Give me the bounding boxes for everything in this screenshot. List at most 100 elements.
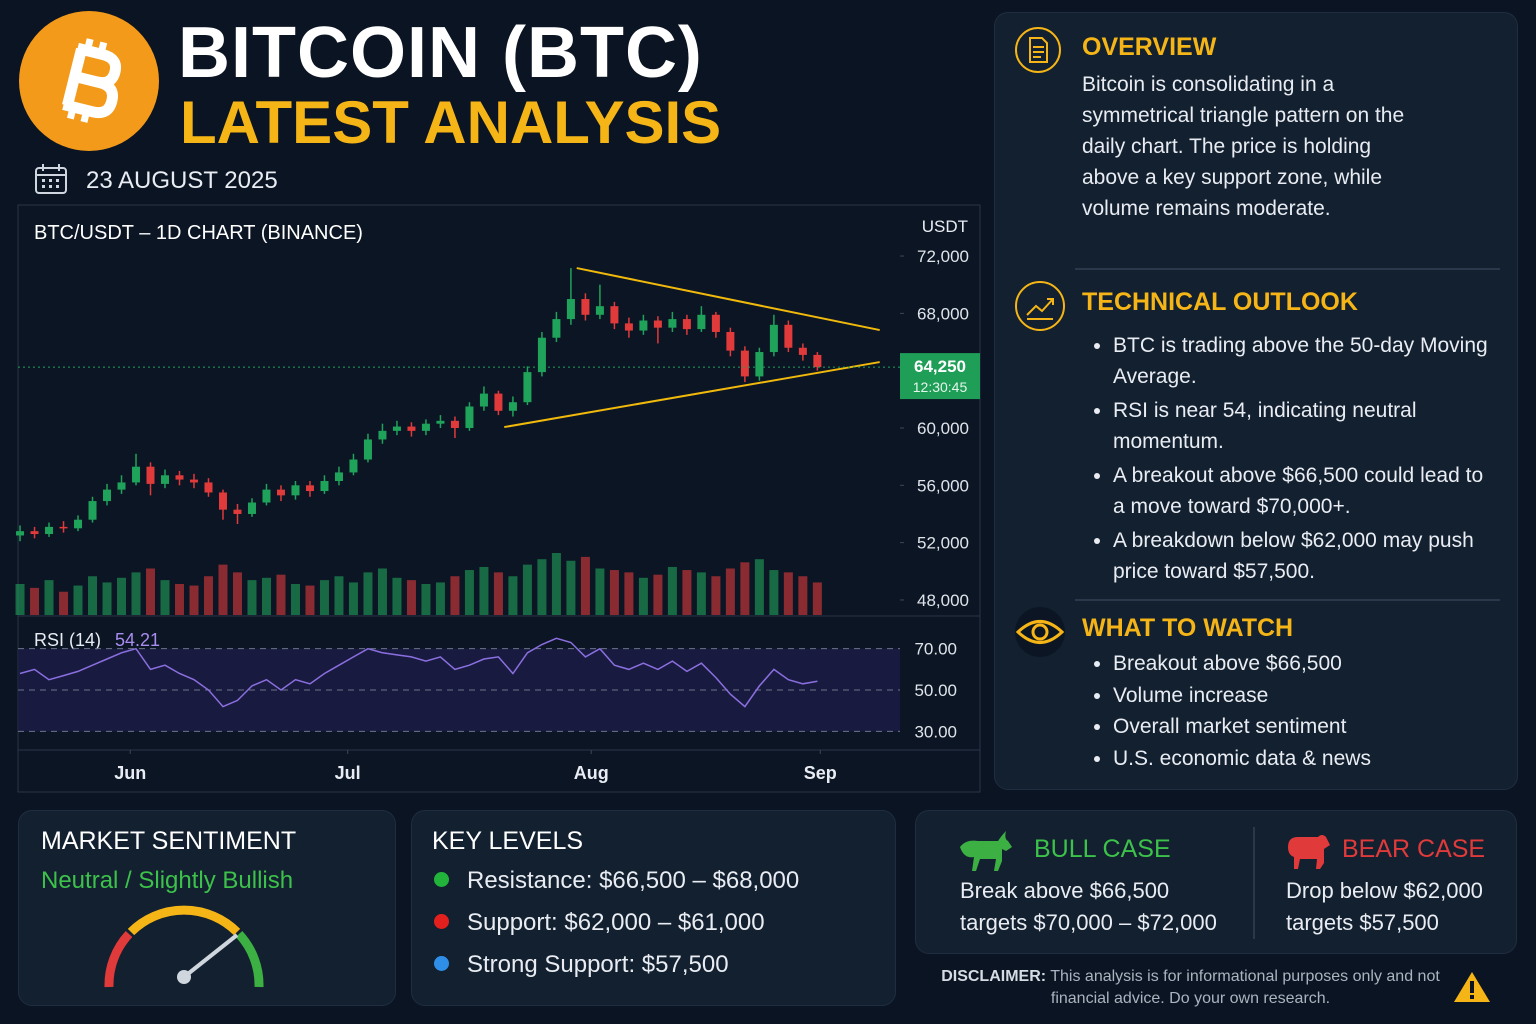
y-tick-label: 48,000 (917, 591, 969, 610)
trendline (504, 361, 880, 429)
candle-body (349, 459, 358, 473)
volume-bar (276, 574, 286, 615)
y-tick-label: 68,000 (917, 304, 969, 323)
candle-body (798, 347, 807, 355)
volume-bar (232, 572, 242, 615)
volume-bar (160, 580, 170, 615)
volume-bar (769, 570, 779, 615)
volume-bar (566, 560, 576, 615)
volume-bar (580, 556, 590, 615)
levels-list: Resistance: $66,500 – $68,000 Support: $6… (432, 867, 799, 993)
candle-body (552, 319, 561, 338)
candle-body (595, 306, 604, 315)
volume-bar (218, 564, 228, 615)
candle-body (581, 299, 590, 315)
divider (1253, 827, 1255, 939)
candle-body (566, 299, 575, 320)
candle-body (247, 502, 256, 514)
volume-bar (44, 580, 54, 615)
volume-bar (421, 584, 431, 615)
volume-bar (479, 566, 489, 615)
candle-body (784, 324, 793, 348)
candle-body (59, 526, 68, 529)
sentiment-value: Neutral / Slightly Bullish (41, 867, 294, 894)
outlook-item: RSI is near 54, indicating neutral momen… (1113, 396, 1493, 457)
volume-bar (131, 572, 141, 615)
volume-bar (30, 587, 40, 615)
volume-bar (247, 580, 257, 615)
panel-title: KEY LEVELS (432, 827, 584, 855)
candle-body (653, 320, 662, 328)
volume-bar (638, 577, 648, 615)
x-tick-label: Aug (574, 763, 609, 783)
candle-body (711, 314, 720, 332)
watch-item: Breakout above $66,500 (1113, 649, 1513, 680)
divider (1075, 599, 1500, 601)
axis-unit: USDT (922, 217, 968, 236)
volume-bar (609, 570, 619, 615)
level-row: Support: $62,000 – $61,000 (432, 909, 799, 951)
volume-bar (595, 568, 605, 615)
last-price-tag (900, 353, 980, 400)
candle-body (132, 466, 141, 483)
bear-text: Drop below $62,000 targets $57,500 (1286, 875, 1483, 939)
volume-bar (464, 570, 474, 615)
volume-bar (725, 568, 735, 615)
sentiment-panel: MARKET SENTIMENT Neutral / Slightly Bull… (18, 810, 396, 1006)
candle-body (189, 479, 198, 483)
candle-body (465, 406, 474, 428)
overview-text: Bitcoin is consolidating in a symmetrica… (1082, 73, 1405, 220)
section-title: TECHNICAL OUTLOOK (1082, 288, 1358, 316)
rsi-tick-label: 30.00 (914, 722, 957, 741)
outlook-item: BTC is trading above the 50-day Moving A… (1113, 331, 1493, 392)
volume-bar (537, 559, 547, 615)
cases-panel: BULL CASE Break above $66,500 targets $7… (915, 810, 1517, 954)
y-tick-label: 60,000 (917, 419, 969, 438)
volume-bar (146, 568, 156, 615)
level-label: Support: (467, 909, 558, 936)
candle-body (88, 501, 97, 520)
candle-body (175, 475, 184, 480)
volume-bar (88, 576, 98, 615)
level-value: $57,500 (641, 951, 729, 978)
candle-body (436, 420, 445, 424)
chart-title: BTC/USDT – 1D CHART (BINANCE) (34, 222, 363, 244)
trendline (576, 267, 880, 332)
volume-bar (435, 582, 445, 615)
chart: BTC/USDT – 1D CHART (BINANCE) USDT RSI (… (15, 204, 981, 793)
candle-body (334, 472, 343, 482)
volume-bar (493, 572, 503, 615)
candle-body (30, 531, 39, 535)
volume-bar (334, 576, 344, 615)
candle-body (45, 526, 54, 535)
candle-body (204, 482, 213, 493)
analysis-panel: OVERVIEW Bitcoin is consolidating in a s… (994, 12, 1518, 790)
volume-bar (59, 591, 69, 615)
watch-icon (1015, 607, 1065, 657)
candle-body (392, 426, 401, 431)
volume-bar (783, 572, 793, 615)
bitcoin-logo (19, 11, 159, 151)
rsi-label: RSI (14) (34, 630, 101, 650)
level-dot (434, 914, 449, 929)
rsi-line (19, 637, 818, 708)
watch-item: Volume increase (1113, 681, 1513, 712)
candle-body (363, 439, 372, 460)
volume-bar (15, 584, 25, 615)
watch-item: U.S. economic data & news (1113, 744, 1513, 775)
candle-body (117, 482, 126, 490)
watch-item: Overall market sentiment (1113, 712, 1513, 743)
candle-body (494, 393, 503, 411)
candle-body (305, 485, 314, 492)
candle-body (276, 489, 285, 496)
y-tick-label: 56,000 (917, 476, 969, 495)
volume-bar (696, 572, 706, 615)
candle-body (697, 314, 706, 330)
candle-body (320, 481, 329, 492)
candle-body (161, 475, 169, 484)
level-row: Strong Support: $57,500 (432, 951, 799, 993)
disclaimer-label: DISCLAIMER: (941, 968, 1047, 985)
candle-body (769, 324, 778, 353)
volume-bar (740, 562, 750, 615)
section-title: OVERVIEW (1082, 33, 1217, 61)
